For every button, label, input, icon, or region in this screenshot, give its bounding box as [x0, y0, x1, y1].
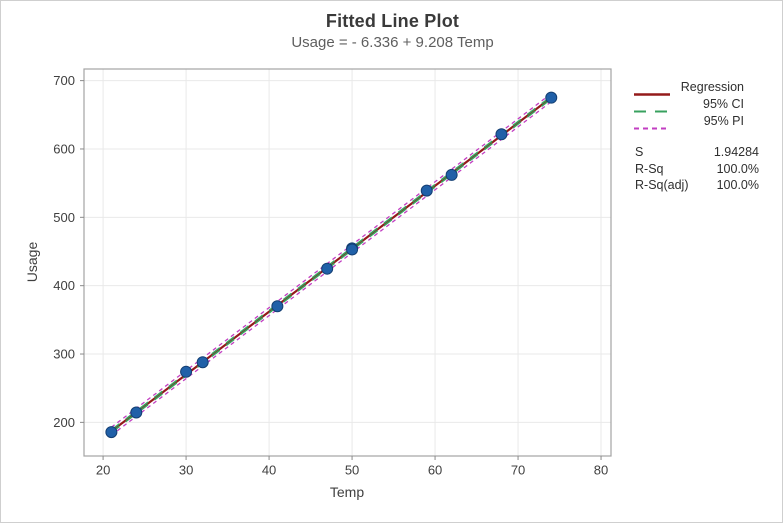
stat-row-rsq-adj: R-Sq(adj) 100.0%: [635, 177, 759, 194]
stat-label-rsq: R-Sq: [635, 161, 664, 176]
x-tick-label: 20: [96, 463, 110, 478]
ci-line-swatch: [634, 101, 670, 113]
data-point: [545, 91, 558, 104]
chart-title: Fitted Line Plot: [325, 11, 460, 31]
data-point: [105, 426, 118, 439]
pi-line-swatch: [634, 118, 670, 130]
stat-value-rsq-adj: 100.0%: [716, 178, 759, 192]
legend-row-pi: 95% PI: [634, 112, 744, 130]
legend-label-pi: 95% PI: [703, 113, 744, 128]
legend-row-ci: 95% CI: [634, 95, 744, 113]
stat-row-s: S 1.94284: [635, 144, 759, 161]
x-axis-title: Temp: [329, 484, 365, 500]
y-tick-label: 500: [53, 210, 75, 225]
legend: Regression 95% CI 95% PI: [634, 78, 744, 130]
stat-label-rsq-adj: R-Sq(adj): [635, 178, 689, 192]
x-tick-label: 80: [594, 463, 608, 478]
regression-line-swatch: [634, 84, 670, 96]
x-tick-label: 70: [511, 463, 525, 478]
stat-label-s: S: [635, 145, 644, 159]
model-summary: S 1.94284 R-Sq 100.0% R-Sq(adj) 100.0%: [635, 144, 759, 194]
plot-border: [83, 68, 612, 457]
x-tick-label: 50: [345, 463, 359, 478]
data-point: [495, 128, 508, 141]
data-point: [445, 168, 458, 181]
x-tick-label: 60: [428, 463, 442, 478]
legend-label-regression: Regression: [680, 79, 744, 94]
y-tick-label: 400: [53, 278, 75, 293]
stat-row-rsq: R-Sq 100.0%: [635, 161, 759, 178]
y-axis-title: Usage: [24, 241, 40, 283]
pi-band-line: [110, 93, 552, 428]
data-point: [420, 184, 433, 197]
y-tick-label: 200: [53, 415, 75, 430]
data-point: [271, 300, 284, 313]
regression-equation: Usage = - 6.336 + 9.208 Temp: [291, 34, 494, 51]
x-tick-label: 40: [262, 463, 276, 478]
y-tick-label: 300: [53, 347, 75, 362]
legend-label-ci: 95% CI: [703, 96, 744, 111]
data-point: [196, 356, 209, 369]
data-point: [346, 243, 359, 256]
data-point: [321, 262, 334, 275]
legend-row-regression: Regression: [634, 78, 744, 96]
pi-band-line: [110, 101, 552, 436]
y-tick-label: 700: [53, 73, 75, 88]
stat-value-rsq: 100.0%: [716, 161, 759, 176]
y-tick-label: 600: [53, 141, 75, 156]
data-point: [130, 406, 143, 419]
x-tick-label: 30: [179, 463, 193, 478]
stat-value-s: 1.94284: [713, 145, 759, 159]
data-point: [180, 365, 193, 378]
